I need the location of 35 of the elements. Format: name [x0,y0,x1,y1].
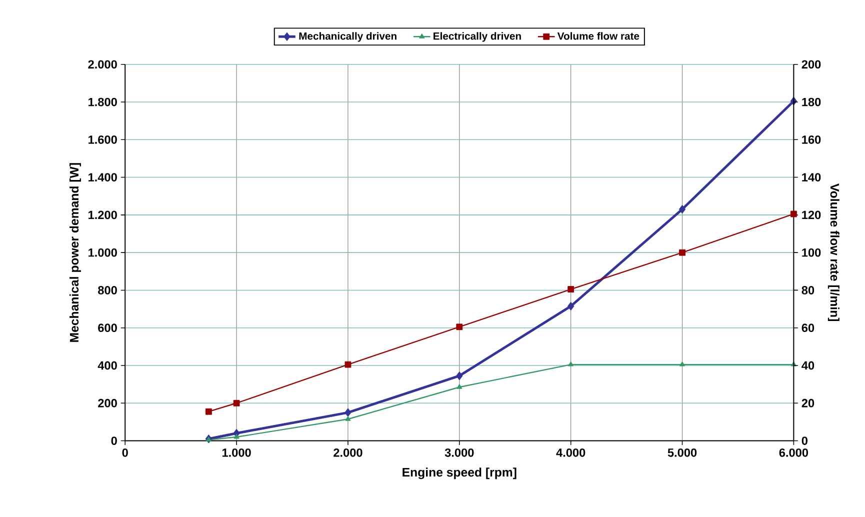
x-tick-label: 3.000 [444,448,474,457]
y-axis-title: Mechanical power demand [W] [70,163,81,342]
y2-tick-label: 100 [802,248,821,257]
y-tick-label: 200 [98,398,117,408]
y2-tick-label: 120 [802,210,821,220]
legend-label: Mechanically driven [299,32,396,42]
y2-tick-label: 140 [802,173,821,182]
y-tick-label: 1.800 [88,98,117,106]
x-tick-label: 5.000 [668,448,697,457]
y2-tick-label: 180 [802,98,821,106]
legend-label: Electrically driven [434,32,521,42]
y2-axis-title: Volume flow rate [l/min] [828,184,840,321]
y2-tick-label: 0 [802,436,808,445]
y-tick-label: 1.600 [88,135,117,144]
y2-tick-label: 60 [802,324,814,332]
y-tick-label: 0 [111,436,117,445]
y2-tick-label: 160 [802,135,821,144]
legend-label: Volume flow rate [557,32,640,40]
y2-tick-label: 40 [802,361,814,370]
y2-tick-label: 20 [802,398,814,408]
y-tick-label: 1.400 [88,173,117,182]
y-tick-label: 600 [98,324,117,332]
y-tick-label: 800 [98,286,117,294]
x-tick-label: 6.000 [779,448,808,457]
x-tick-label: 1.000 [222,448,251,457]
y-tick-label: 1.200 [88,210,117,220]
x-tick-label: 4.000 [556,448,586,457]
y-tick-label: 2.000 [88,60,117,69]
y-tick-label: 1.000 [88,248,117,257]
x-axis-title: Engine speed [rpm] [402,468,516,480]
y2-tick-label: 80 [802,286,814,294]
y2-tick-label: 200 [802,60,821,69]
y-tick-label: 400 [98,361,117,370]
x-tick-label: 0 [122,448,128,457]
x-tick-label: 2.000 [334,448,362,457]
